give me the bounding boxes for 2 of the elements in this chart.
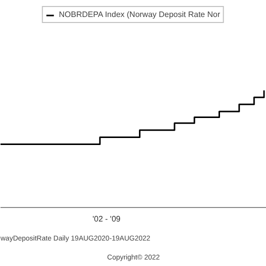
text: '02 - '09 [92,214,122,224]
legend-label: NOBRDEPA Index (Norway Deposit Rate Nor [58,10,220,19]
